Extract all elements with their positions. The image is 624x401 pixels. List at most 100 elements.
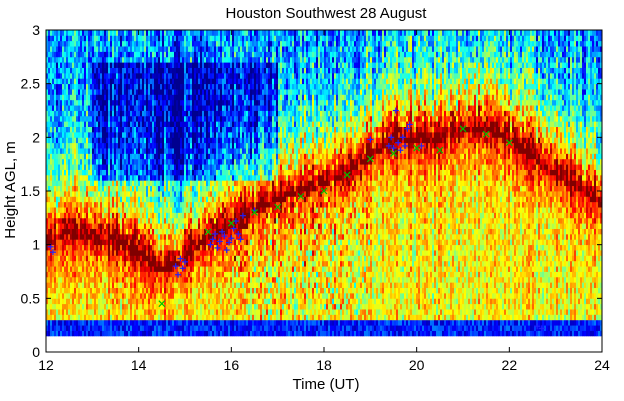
- heatmap-cell: [156, 40, 159, 47]
- heatmap-cell: [142, 46, 145, 52]
- heatmap-cell: [114, 233, 117, 240]
- heatmap-cell: [190, 244, 193, 251]
- heatmap-cell: [96, 271, 99, 278]
- heatmap-cell: [188, 158, 191, 165]
- heatmap-cell: [124, 314, 127, 321]
- heatmap-cell: [66, 276, 69, 283]
- heatmap-cell: [192, 131, 195, 138]
- heatmap-cell: [208, 46, 211, 52]
- heatmap-cell: [114, 287, 117, 294]
- heatmap-cell: [152, 201, 155, 208]
- heatmap-cell: [206, 169, 209, 176]
- heatmap-cell: [162, 40, 165, 47]
- heatmap-cell: [202, 196, 205, 203]
- heatmap-cell: [184, 309, 187, 315]
- heatmap-cell: [146, 250, 149, 256]
- heatmap-cell: [132, 233, 135, 240]
- heatmap-cell: [80, 207, 83, 213]
- heatmap-cell: [76, 287, 79, 294]
- heatmap-cell: [118, 319, 121, 326]
- heatmap-cell: [56, 233, 59, 240]
- heatmap-cell: [134, 250, 137, 256]
- heatmap-cell: [84, 330, 87, 337]
- heatmap-cell: [128, 325, 131, 331]
- heatmap-cell: [80, 121, 83, 127]
- heatmap-cell: [176, 78, 179, 85]
- heatmap-cell: [170, 223, 173, 229]
- heatmap-cell: [174, 126, 177, 133]
- heatmap-cell: [98, 121, 101, 127]
- heatmap-cell: [48, 325, 51, 331]
- heatmap-cell: [106, 239, 109, 246]
- heatmap-cell: [134, 319, 137, 326]
- heatmap-cell: [204, 110, 207, 117]
- heatmap-cell: [156, 191, 159, 197]
- heatmap-cell: [84, 233, 87, 240]
- heatmap-cell: [82, 131, 85, 138]
- heatmap-cell: [142, 314, 145, 321]
- heatmap-cell: [174, 196, 177, 203]
- heatmap-cell: [144, 89, 147, 95]
- heatmap-cell: [104, 233, 107, 240]
- heatmap-cell: [82, 266, 85, 272]
- heatmap-cell: [210, 276, 213, 283]
- heatmap-cell: [98, 164, 101, 170]
- heatmap-cell: [186, 185, 189, 192]
- heatmap-cell: [88, 126, 91, 133]
- heatmap-cell: [194, 51, 197, 58]
- heatmap-cell: [76, 250, 79, 256]
- heatmap-cell: [72, 250, 75, 256]
- heatmap-cell: [70, 282, 73, 288]
- heatmap-cell: [68, 67, 71, 74]
- heatmap-cell: [196, 260, 199, 267]
- heatmap-cell: [62, 228, 65, 235]
- heatmap-cell: [120, 169, 123, 176]
- heatmap-cell: [206, 223, 209, 229]
- heatmap-cell: [186, 46, 189, 52]
- heatmap-cell: [206, 319, 209, 326]
- heatmap-cell: [90, 292, 93, 299]
- heatmap-cell: [94, 164, 97, 170]
- heatmap-cell: [112, 115, 115, 122]
- heatmap-cell: [170, 207, 173, 213]
- heatmap-cell: [66, 303, 69, 310]
- heatmap-cell: [172, 67, 175, 74]
- heatmap-cell: [176, 239, 179, 246]
- heatmap-cell: [202, 46, 205, 52]
- heatmap-cell: [108, 40, 111, 47]
- heatmap-cell: [134, 287, 137, 294]
- heatmap-cell: [140, 303, 143, 310]
- heatmap-cell: [176, 35, 179, 42]
- heatmap-cell: [114, 40, 117, 47]
- heatmap-cell: [190, 271, 193, 278]
- heatmap-cell: [112, 185, 115, 192]
- heatmap-cell: [102, 148, 105, 154]
- heatmap-cell: [56, 292, 59, 299]
- heatmap-cell: [76, 40, 79, 47]
- heatmap-cell: [168, 207, 171, 213]
- heatmap-cell: [112, 51, 115, 58]
- heatmap-cell: [88, 276, 91, 283]
- heatmap-cell: [152, 89, 155, 95]
- heatmap-cell: [80, 314, 83, 321]
- heatmap-cell: [102, 250, 105, 256]
- heatmap-cell: [206, 99, 209, 106]
- heatmap-cell: [142, 250, 145, 256]
- heatmap-cell: [182, 35, 185, 42]
- heatmap-cell: [194, 201, 197, 208]
- heatmap-cell: [96, 56, 99, 63]
- heatmap-cell: [204, 185, 207, 192]
- heatmap-cell: [202, 330, 205, 337]
- heatmap-cell: [102, 89, 105, 95]
- heatmap-cell: [134, 223, 137, 229]
- heatmap-cell: [208, 196, 211, 203]
- heatmap-cell: [182, 282, 185, 288]
- heatmap-cell: [154, 99, 157, 106]
- heatmap-cell: [136, 228, 139, 235]
- heatmap-cell: [210, 233, 213, 240]
- heatmap-cell: [156, 185, 159, 192]
- heatmap-cell: [150, 239, 153, 246]
- heatmap-cell: [190, 282, 193, 288]
- heatmap-cell: [106, 35, 109, 42]
- heatmap-cell: [62, 330, 65, 337]
